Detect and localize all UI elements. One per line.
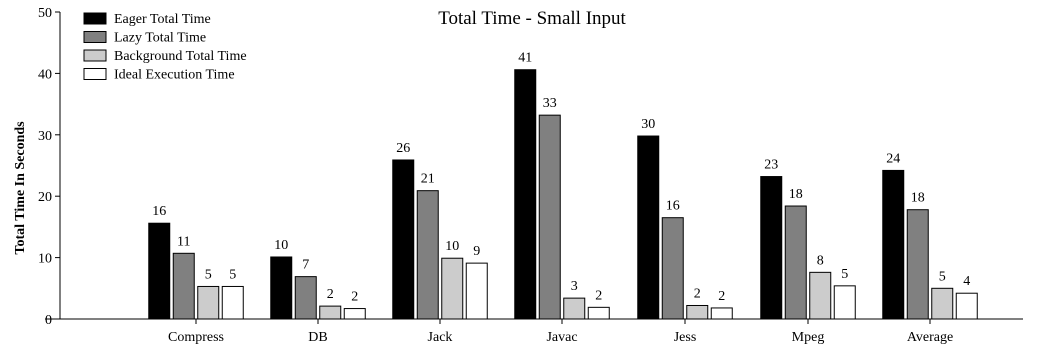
bar <box>172 252 195 320</box>
bar <box>833 285 856 320</box>
data-label: 26 <box>396 141 410 156</box>
data-label: 2 <box>327 287 334 302</box>
bar <box>710 307 733 320</box>
category-label: DB <box>308 330 327 345</box>
legend-label: Eager Total Time <box>114 12 211 27</box>
data-label: 18 <box>789 187 803 202</box>
bar <box>148 222 171 320</box>
data-label: 7 <box>302 258 309 273</box>
data-label: 10 <box>445 239 459 254</box>
bar <box>392 159 415 320</box>
bar <box>294 276 317 320</box>
bar <box>441 257 464 320</box>
category-label: Jack <box>428 330 453 345</box>
legend-swatch <box>83 31 107 43</box>
data-label: 30 <box>641 117 655 132</box>
data-label: 5 <box>205 267 212 282</box>
legend-label: Lazy Total Time <box>114 31 206 46</box>
data-label: 4 <box>963 274 970 289</box>
data-label: 5 <box>229 267 236 282</box>
y-tick-label: 20 <box>38 190 52 205</box>
data-label: 2 <box>718 289 725 304</box>
bar <box>637 135 660 320</box>
bar <box>686 304 709 320</box>
y-tick-label: 30 <box>38 129 52 144</box>
y-tick-label: 40 <box>38 67 52 82</box>
bar <box>760 176 783 320</box>
data-label: 11 <box>177 234 190 249</box>
data-label: 16 <box>666 199 680 214</box>
legend-label: Ideal Execution Time <box>114 68 235 83</box>
bar <box>784 205 807 320</box>
data-label: 24 <box>886 151 900 166</box>
data-label: 2 <box>351 290 358 305</box>
bar <box>514 69 537 320</box>
y-tick-label: 50 <box>38 6 52 21</box>
data-label: 16 <box>152 204 166 219</box>
legend-swatch <box>83 68 107 80</box>
bar <box>563 297 586 320</box>
bar <box>270 256 293 320</box>
category-label: Compress <box>168 330 224 345</box>
bar <box>882 169 905 320</box>
bar <box>931 287 954 320</box>
bar <box>587 306 610 320</box>
bar <box>465 262 488 320</box>
bar <box>343 308 366 320</box>
data-label: 21 <box>421 172 435 187</box>
data-label: 2 <box>694 286 701 301</box>
category-label: Javac <box>546 330 577 345</box>
bar <box>197 285 220 320</box>
bar <box>538 114 561 320</box>
category-label: Mpeg <box>792 330 825 345</box>
y-tick-label: 0 <box>45 313 52 328</box>
data-label: 3 <box>571 279 578 294</box>
bar <box>809 271 832 320</box>
data-label: 23 <box>764 158 778 173</box>
bar <box>955 292 978 320</box>
data-label: 18 <box>911 191 925 206</box>
data-label: 10 <box>274 238 288 253</box>
legend: Eager Total Time Lazy Total Time Backgroun… <box>83 12 247 83</box>
category-label: Jess <box>674 330 697 345</box>
bar <box>906 209 929 320</box>
chart-title: Total Time - Small Input <box>438 8 626 29</box>
data-label: 8 <box>817 253 824 268</box>
data-label: 41 <box>518 51 532 66</box>
bar <box>221 285 244 320</box>
bar <box>319 305 342 320</box>
data-label: 2 <box>595 288 602 303</box>
y-tick-label: 10 <box>38 252 52 267</box>
legend-swatch <box>83 49 107 62</box>
category-label: Average <box>907 330 953 345</box>
axes: 0 10 20 30 40 50 Compress DB Jack Javac Jess Mpeg Av… <box>38 6 1023 345</box>
data-label: 5 <box>939 269 946 284</box>
data-label: 9 <box>473 244 480 259</box>
legend-swatch <box>83 12 107 25</box>
bar <box>661 217 684 320</box>
data-label: 33 <box>543 96 557 111</box>
bar <box>416 190 439 320</box>
y-axis-label: Total Time In Seconds <box>13 121 28 255</box>
legend-label: Background Total Time <box>114 49 247 64</box>
data-label: 5 <box>841 267 848 282</box>
